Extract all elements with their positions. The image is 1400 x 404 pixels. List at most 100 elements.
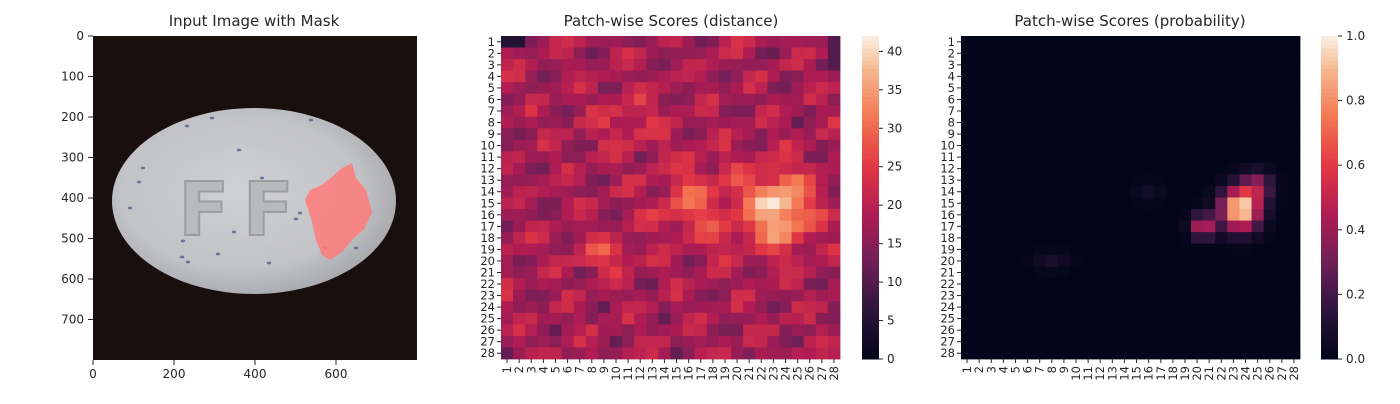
heatmap-cell	[1118, 151, 1131, 164]
heatmap-cell	[815, 105, 829, 118]
heatmap-cell	[1227, 116, 1240, 129]
heatmap-cell	[1178, 128, 1192, 141]
heatmap-cell	[634, 59, 647, 72]
heatmap-cell	[985, 220, 998, 233]
heatmap-cell	[1082, 220, 1095, 233]
heatmap-cell	[525, 312, 538, 325]
col-label: 3	[984, 366, 998, 373]
heatmap-cell	[513, 70, 526, 83]
heatmap-cell	[573, 220, 587, 233]
heatmap-cell	[1166, 162, 1180, 175]
heatmap-cell	[767, 197, 780, 210]
heatmap-cell	[609, 93, 623, 106]
heatmap-cell	[646, 347, 659, 360]
col-label: 14	[1117, 366, 1131, 381]
heatmap-cell	[1057, 243, 1071, 256]
heatmap-cell	[1166, 266, 1180, 279]
heatmap-cell	[694, 209, 708, 221]
heatmap-cell	[803, 70, 817, 83]
colorbar-label: 1.0	[1346, 29, 1365, 43]
row-label: 11	[940, 150, 955, 164]
heatmap-cell	[694, 243, 708, 256]
heatmap-cell	[803, 82, 817, 95]
heatmap-cell	[1009, 47, 1022, 60]
col-label: 9	[597, 366, 611, 373]
heatmap-cell	[985, 82, 998, 95]
heatmap-cell	[803, 347, 817, 360]
heatmap-cell	[1275, 278, 1289, 291]
row-label: 16	[480, 208, 495, 222]
heatmap-cell	[1142, 174, 1156, 187]
heatmap-cell	[803, 266, 817, 279]
heatmap-cell	[585, 220, 599, 233]
heatmap-cell	[718, 220, 732, 233]
heatmap-cell	[634, 197, 647, 210]
row-label: 3	[488, 58, 495, 72]
heatmap-cell	[718, 197, 732, 210]
heatmap-cell	[1287, 312, 1301, 325]
heatmap-cell	[1033, 278, 1047, 291]
heatmap-cell	[525, 232, 538, 245]
heatmap-cell	[1118, 197, 1131, 210]
heatmap-cell	[1239, 312, 1252, 325]
heatmap-cell	[634, 70, 647, 83]
heatmap-cell	[597, 70, 611, 83]
heatmap-cell	[573, 162, 587, 175]
heatmap-cell	[573, 347, 587, 360]
heatmap-cell	[755, 70, 768, 83]
colorbar-segment	[1321, 209, 1338, 215]
heatmap-cell	[513, 59, 526, 72]
heatmap-cell	[1287, 59, 1301, 72]
heatmap-cell	[731, 139, 744, 152]
heatmap-cell	[755, 47, 768, 60]
heatmap-cell	[1227, 59, 1240, 72]
heatmap-cell	[513, 151, 526, 164]
col-label: 5	[548, 366, 562, 373]
heatmap-cell	[803, 312, 817, 325]
heatmap-cell	[1215, 151, 1228, 164]
heatmap-cell	[549, 116, 562, 129]
col-label: 19	[718, 366, 732, 381]
heatmap-cell	[1227, 185, 1240, 198]
heatmap-cell	[1057, 289, 1071, 302]
heatmap-cell	[561, 197, 575, 210]
heatmap-cell	[1263, 82, 1277, 95]
y-tick-label: 200	[61, 110, 84, 124]
heatmap-cell	[658, 312, 671, 325]
heatmap-cell	[1215, 197, 1228, 210]
colorbar-segment	[862, 225, 879, 231]
heatmap-cell	[1057, 116, 1071, 129]
heatmap-cell	[573, 255, 587, 268]
heatmap-cell	[1166, 197, 1180, 210]
heatmap-cell	[1130, 301, 1144, 314]
heatmap-cell	[815, 232, 829, 245]
heatmap-cell	[682, 289, 696, 302]
heatmap-cell	[1203, 105, 1216, 118]
heatmap-cell	[973, 59, 986, 72]
col-label: 11	[621, 366, 635, 381]
heatmap-cell	[1142, 209, 1156, 221]
heatmap-cell	[1094, 197, 1107, 210]
col-label: 17	[694, 366, 708, 381]
heatmap-cell	[997, 197, 1010, 210]
heatmap-cell	[525, 301, 538, 314]
heatmap-cell	[1251, 232, 1265, 245]
heatmap-cell	[658, 278, 671, 291]
heatmap-cell	[622, 47, 635, 60]
heatmap-cell	[1166, 93, 1180, 106]
heatmap-cell	[1287, 82, 1301, 95]
heatmap-cell	[597, 347, 611, 360]
heatmap-cell	[1287, 139, 1301, 152]
heatmap-cell	[646, 174, 659, 187]
heatmap-cell	[803, 59, 817, 72]
heatmap-cell	[731, 220, 744, 233]
heatmap-cell	[1045, 105, 1059, 118]
row-label: 1	[948, 35, 955, 49]
heatmap-cell	[1215, 93, 1228, 106]
heatmap-cell	[682, 243, 696, 256]
heatmap-cell	[1239, 82, 1252, 95]
heatmap-cell	[682, 82, 696, 95]
row-label: 12	[940, 162, 955, 176]
heatmap-cell	[694, 232, 708, 245]
